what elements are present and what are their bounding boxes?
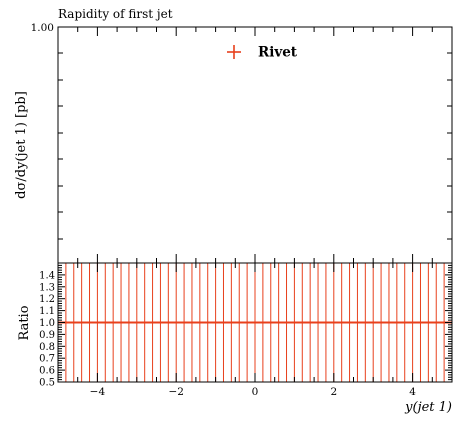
main-panel-ticks bbox=[57, 26, 453, 263]
ratio-y-tick-label: 1.1 bbox=[39, 306, 55, 317]
x-tick-label: 4 bbox=[409, 386, 416, 398]
x-axis-label: y(jet 1) bbox=[404, 400, 452, 415]
legend: Rivet bbox=[227, 45, 298, 61]
ratio-y-tick-label: 1.2 bbox=[39, 294, 55, 305]
ratio-y-tick-label: 0.7 bbox=[39, 354, 55, 365]
x-tick-label: −4 bbox=[90, 386, 106, 398]
ratio-y-tick-label: 0.6 bbox=[39, 366, 55, 377]
x-tick-labels: −4 −2 0 2 4 bbox=[90, 386, 417, 398]
ratio-y-tick-label: 0.9 bbox=[39, 330, 55, 341]
ratio-y-tick-label: 1.4 bbox=[39, 270, 55, 281]
chart-title: Rapidity of first jet bbox=[58, 7, 173, 21]
ratio-y-axis-label: Ratio bbox=[17, 305, 32, 340]
main-y-axis-label: dσ/dy(jet 1) [pb] bbox=[14, 91, 29, 199]
x-tick-label: −2 bbox=[168, 386, 183, 398]
ratio-y-tick-label: 1.3 bbox=[39, 282, 55, 293]
main-y-tick-label: 1.00 bbox=[31, 22, 54, 34]
ratio-y-tick-label: 0.8 bbox=[39, 342, 55, 353]
main-panel-frame bbox=[57, 26, 453, 264]
ratio-y-tick-label: 1.0 bbox=[39, 318, 55, 329]
x-tick-label: 0 bbox=[252, 386, 259, 398]
ratio-y-tick-labels: 0.50.60.70.80.91.01.11.21.31.4 bbox=[39, 270, 55, 388]
legend-entry-rivet: Rivet bbox=[258, 45, 298, 61]
ratio-y-tick-label: 0.5 bbox=[39, 378, 55, 389]
x-tick-label: 2 bbox=[330, 386, 337, 398]
ratio-panel-ticks bbox=[57, 262, 453, 383]
